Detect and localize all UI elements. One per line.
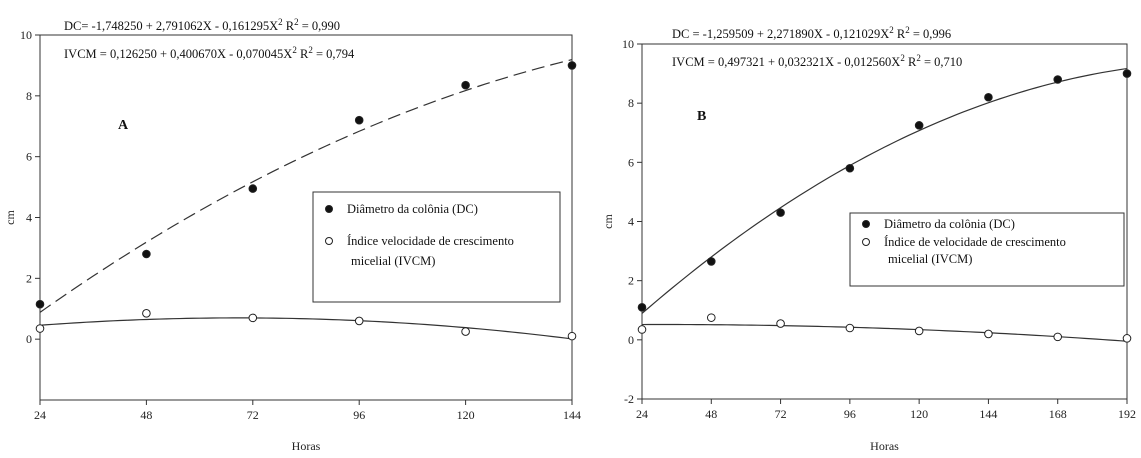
data-point-ivcm xyxy=(914,326,924,336)
legend: Diâmetro da colônia (DC) Índice de veloci… xyxy=(849,212,1125,287)
legend-marker-dc xyxy=(862,220,870,228)
equation-2: IVCM = 0,497321 + 0,032321X - 0,012560X2… xyxy=(672,53,962,69)
x-tick-label: 24 xyxy=(34,408,46,422)
x-tick-label: 96 xyxy=(353,408,365,422)
y-tick-label: 0 xyxy=(628,333,634,347)
data-point-dc xyxy=(776,208,785,217)
equation-1: DC = -1,259509 + 2,271890X - 0,121029X2 … xyxy=(672,25,951,41)
equation-2: IVCM = 0,126250 + 0,400670X - 0,070045X2… xyxy=(64,45,355,61)
legend-label-ivcm-line1: Índice de velocidade de crescimento xyxy=(884,235,1066,249)
y-tick-label: 10 xyxy=(622,37,634,51)
y-tick-label: 10 xyxy=(20,28,32,42)
data-point-dc xyxy=(567,61,577,70)
legend-label-ivcm-line2: micelial (IVCM) xyxy=(351,254,435,268)
legend-label-dc: Diâmetro da colônia (DC) xyxy=(347,202,478,216)
data-point-dc xyxy=(1053,75,1063,84)
fit-line-ivcm xyxy=(641,323,1128,342)
data-point-ivcm xyxy=(637,325,647,334)
legend-marker-dc xyxy=(325,205,333,213)
y-tick-label: 6 xyxy=(628,155,634,169)
x-tick-label: 168 xyxy=(1049,407,1067,421)
x-tick-label: 72 xyxy=(775,407,787,421)
data-point-dc xyxy=(354,115,364,125)
legend-marker-ivcm xyxy=(862,238,870,246)
data-point-ivcm xyxy=(248,313,258,323)
legend-box xyxy=(849,212,1125,287)
legend: Diâmetro da colônia (DC) Índice velocidad… xyxy=(312,191,561,303)
data-point-dc xyxy=(637,302,647,312)
panel-label: B xyxy=(697,109,706,124)
equation-1: DC= -1,748250 + 2,791062X - 0,161295X2 R… xyxy=(64,17,340,33)
x-tick-label: 192 xyxy=(1118,407,1136,421)
data-point-ivcm xyxy=(706,313,716,322)
x-tick-label: 24 xyxy=(636,407,648,421)
x-tick-label: 72 xyxy=(247,408,259,422)
x-tick-label: 48 xyxy=(140,408,152,422)
data-point-ivcm xyxy=(1053,332,1063,342)
y-tick-label: 6 xyxy=(26,150,32,164)
data-point-ivcm xyxy=(567,331,577,341)
data-point-dc xyxy=(914,121,924,130)
data-point-ivcm xyxy=(142,309,151,318)
data-point-dc xyxy=(1122,69,1132,78)
data-point-ivcm xyxy=(354,316,364,326)
data-point-ivcm xyxy=(984,329,993,339)
x-tick-label: 120 xyxy=(457,408,475,422)
x-tick-label: 48 xyxy=(705,407,717,421)
data-point-ivcm xyxy=(845,323,855,333)
legend-label-ivcm-line1: Índice velocidade de crescimento xyxy=(347,234,514,248)
data-point-dc xyxy=(35,299,45,309)
x-tick-label: 144 xyxy=(563,408,581,422)
legend-box xyxy=(312,191,561,303)
panel-label: A xyxy=(118,118,129,133)
y-axis-label: cm xyxy=(3,210,17,225)
y-tick-label: 8 xyxy=(628,96,634,110)
y-tick-label: -2 xyxy=(624,392,634,406)
fit-line-ivcm xyxy=(39,317,573,340)
data-point-ivcm xyxy=(776,319,785,328)
data-point-dc xyxy=(984,92,993,102)
y-axis-label: cm xyxy=(601,214,615,229)
y-tick-label: 2 xyxy=(26,271,32,285)
data-point-dc xyxy=(461,80,470,90)
data-point-dc xyxy=(248,184,258,193)
data-point-ivcm xyxy=(1122,334,1132,343)
y-tick-label: 0 xyxy=(26,332,32,346)
legend-label-ivcm-line2: micelial (IVCM) xyxy=(888,252,972,266)
y-tick-label: 4 xyxy=(26,211,32,225)
x-axis-label: Horas xyxy=(870,439,899,453)
x-tick-label: 144 xyxy=(979,407,997,421)
y-tick-label: 2 xyxy=(628,274,634,288)
fit-line-dc xyxy=(39,59,573,313)
data-point-dc xyxy=(142,249,151,259)
data-point-dc xyxy=(706,257,716,266)
data-point-dc xyxy=(845,163,855,173)
x-tick-label: 120 xyxy=(910,407,928,421)
legend-label-dc: Diâmetro da colônia (DC) xyxy=(884,217,1015,231)
legend-marker-ivcm xyxy=(325,237,333,245)
x-tick-label: 96 xyxy=(844,407,856,421)
data-point-ivcm xyxy=(35,324,45,333)
data-point-ivcm xyxy=(461,327,470,336)
x-axis-label: Horas xyxy=(292,439,321,453)
y-tick-label: 8 xyxy=(26,89,32,103)
fit-line-dc xyxy=(641,67,1128,314)
y-tick-label: 4 xyxy=(628,215,634,229)
